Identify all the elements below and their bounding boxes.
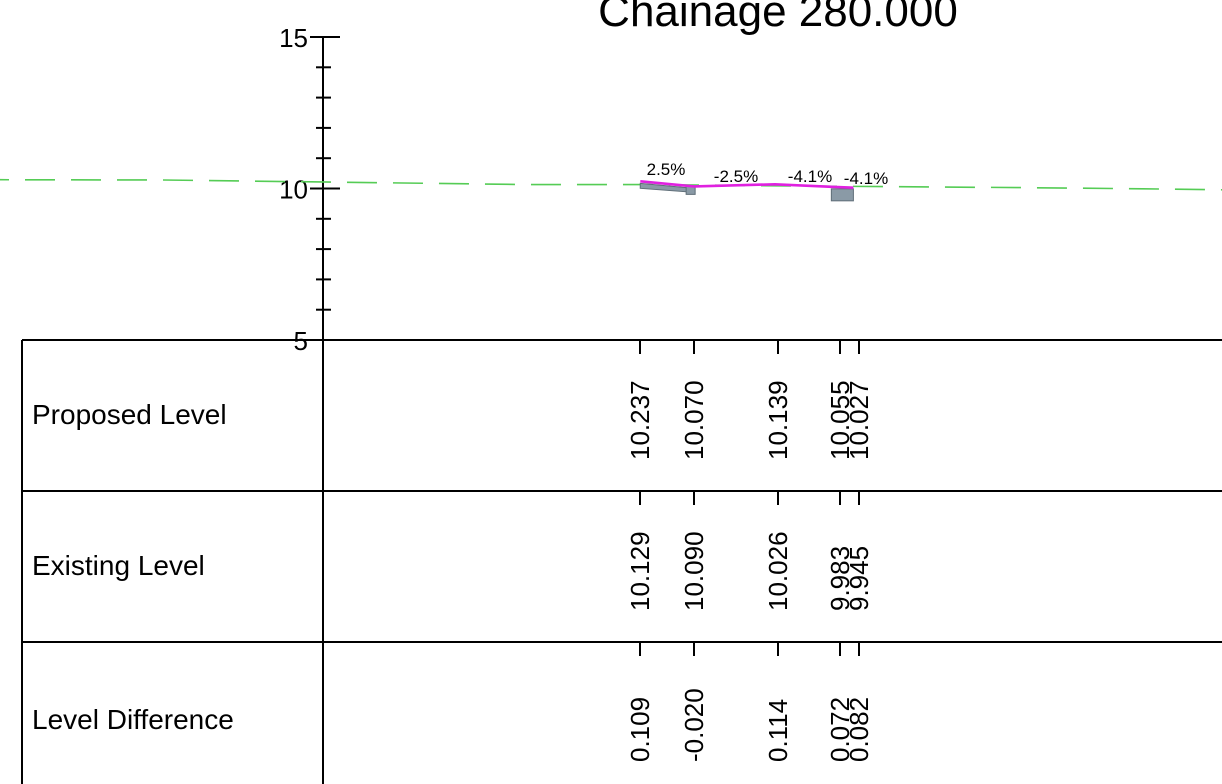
grade-label: -4.1% [788, 167, 832, 186]
proposed-profile-line [640, 180, 854, 189]
table-value: 0.072 [825, 697, 855, 762]
table-value: 10.027 [844, 380, 874, 460]
grade-labels: 2.5% -2.5% -4.1% -4.1% [647, 160, 889, 188]
proposed-profile-layer [640, 180, 854, 189]
table-value: 9.945 [844, 546, 874, 611]
table-value: 0.082 [844, 697, 874, 762]
existing-profile-layer [0, 178, 1222, 191]
existing-ground-line [0, 178, 1222, 191]
table-value: -0.020 [679, 688, 709, 762]
table-value: 10.055 [825, 380, 855, 460]
table-value: 0.109 [625, 697, 655, 762]
row-label: Existing Level [32, 550, 205, 581]
row-label: Proposed Level [32, 399, 227, 430]
data-table: Proposed Level Existing Level Level Differ… [21, 339, 1222, 784]
grade-label: -2.5% [714, 167, 758, 186]
table-value: 9.983 [825, 546, 855, 611]
pavement-structure-layer [639, 182, 854, 202]
y-axis: 15105 [279, 23, 340, 356]
table-value: 0.114 [763, 699, 793, 762]
table-value: 10.129 [625, 531, 655, 611]
y-tick-label: 10 [279, 175, 308, 205]
table-value: 10.026 [763, 531, 793, 611]
kerb-right [830, 188, 854, 202]
row-label: Level Difference [32, 704, 234, 735]
y-tick-label: 15 [279, 23, 308, 53]
table-value: 10.090 [679, 531, 709, 611]
chart-title: Chainage 280.000 [598, 0, 958, 36]
grade-label: 2.5% [647, 160, 686, 179]
table-value: 10.139 [763, 380, 793, 460]
table-value: 10.070 [679, 380, 709, 460]
grade-label: -4.1% [844, 169, 888, 188]
table-value: 10.237 [625, 380, 655, 460]
